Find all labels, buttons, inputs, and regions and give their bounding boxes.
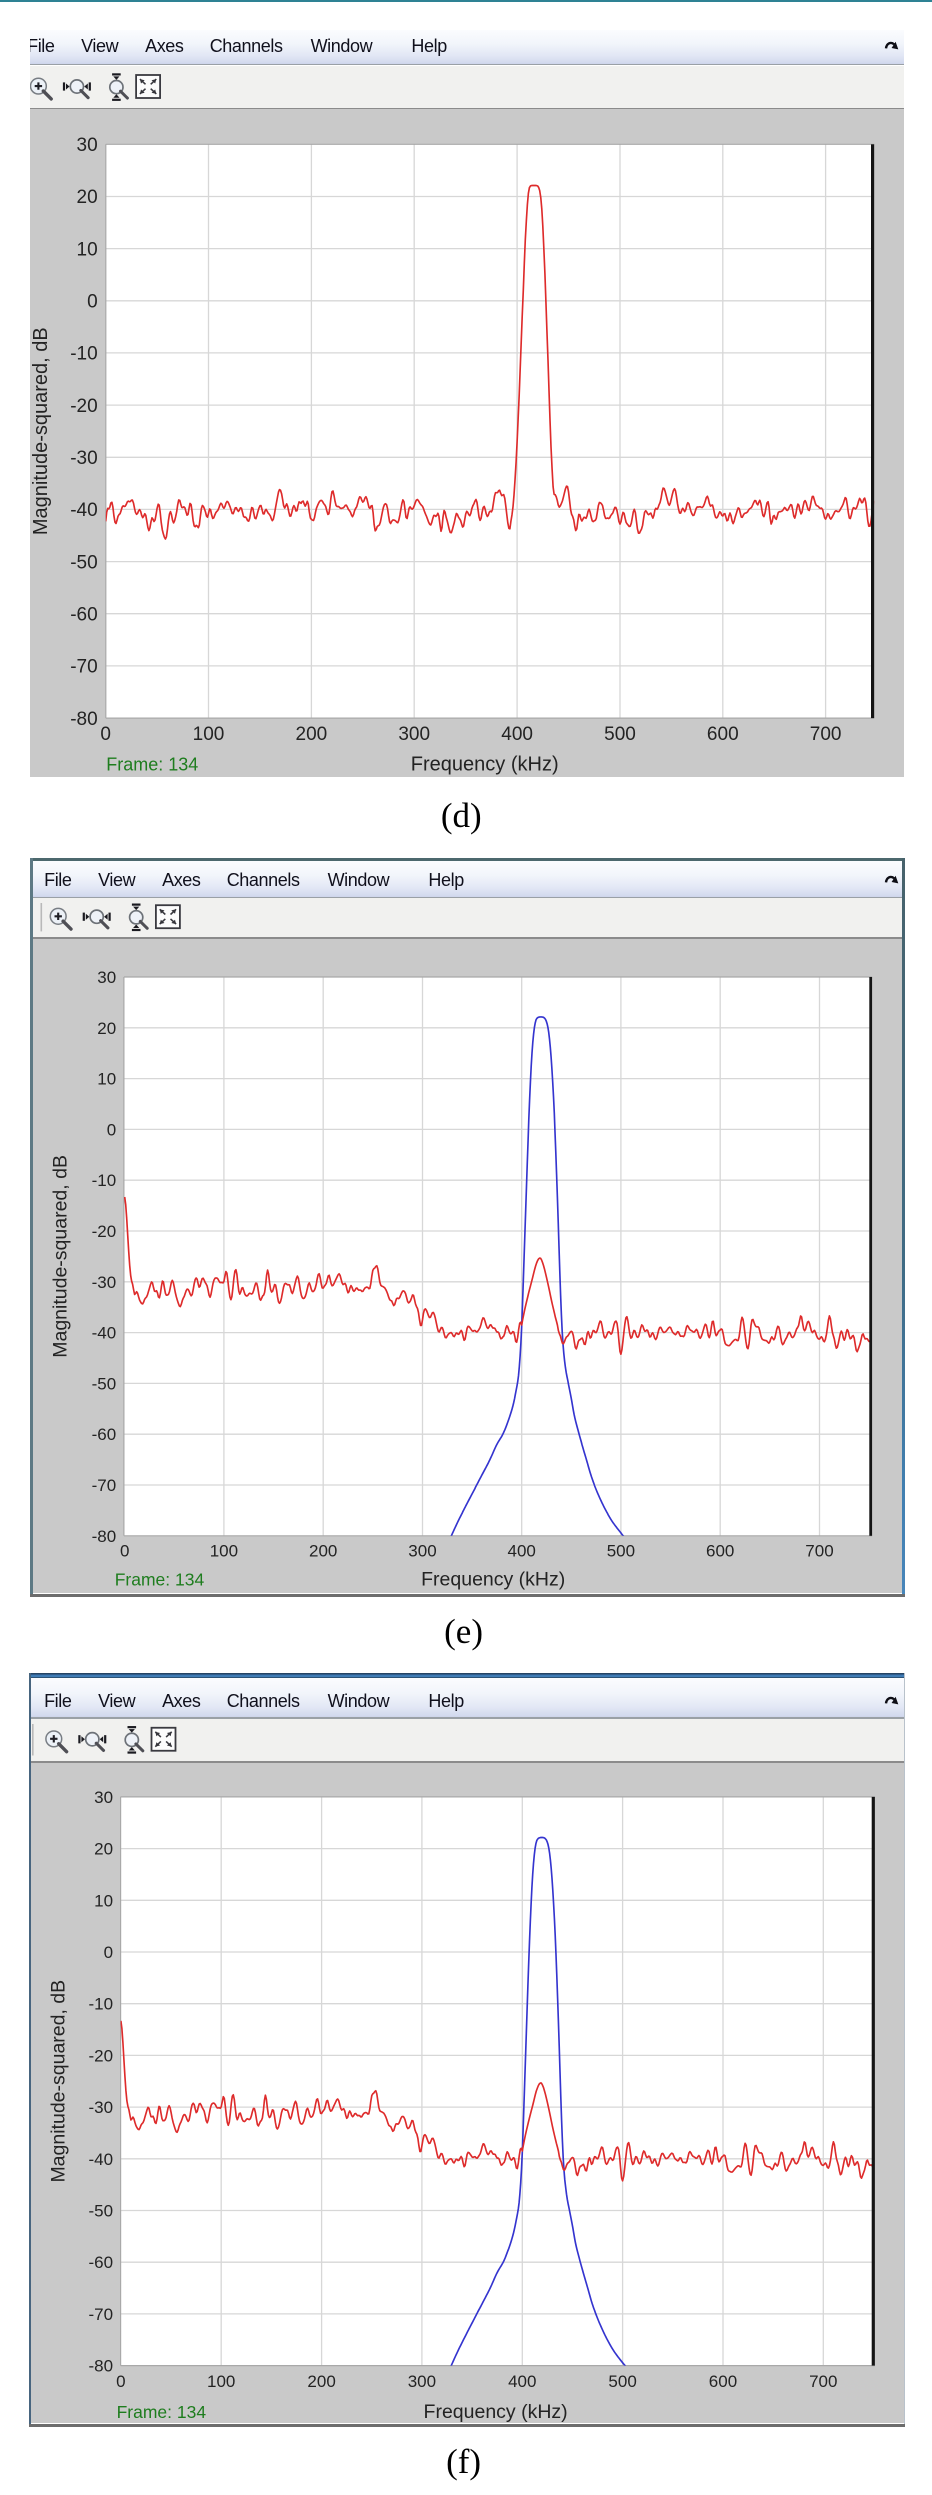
svg-text:600: 600: [706, 1541, 734, 1560]
svg-text:10: 10: [95, 1891, 114, 1910]
svg-text:200: 200: [308, 2371, 336, 2390]
svg-text:-30: -30: [70, 448, 97, 469]
svg-text:-50: -50: [89, 2201, 114, 2220]
svg-text:Frequency (kHz): Frequency (kHz): [424, 2400, 568, 2422]
svg-text:Frame: 134: Frame: 134: [106, 755, 198, 775]
svg-text:100: 100: [192, 724, 224, 745]
svg-text:500: 500: [604, 724, 636, 745]
svg-text:600: 600: [707, 724, 739, 745]
svg-text:600: 600: [709, 2371, 737, 2390]
svg-text:-60: -60: [70, 605, 97, 626]
svg-text:Frame: 134: Frame: 134: [117, 2401, 207, 2421]
svg-text:700: 700: [810, 724, 842, 745]
svg-text:700: 700: [806, 1541, 834, 1560]
svg-text:-70: -70: [89, 2304, 114, 2323]
svg-text:-10: -10: [89, 1994, 114, 2013]
svg-text:300: 300: [408, 2371, 436, 2390]
svg-text:10: 10: [76, 240, 97, 261]
svg-text:200: 200: [309, 1541, 337, 1560]
svg-text:Magnitude-squared, dB: Magnitude-squared, dB: [30, 328, 52, 536]
svg-text:-20: -20: [89, 2046, 114, 2065]
svg-text:0: 0: [87, 292, 98, 313]
svg-text:Magnitude-squared, dB: Magnitude-squared, dB: [48, 1979, 70, 2182]
svg-text:-30: -30: [89, 2098, 114, 2117]
svg-text:Frequency (kHz): Frequency (kHz): [421, 1568, 565, 1590]
svg-text:-60: -60: [89, 2253, 114, 2272]
svg-text:-80: -80: [92, 1527, 117, 1546]
svg-text:Frame: 134: Frame: 134: [115, 1569, 205, 1589]
svg-text:400: 400: [501, 724, 533, 745]
svg-text:-10: -10: [70, 344, 97, 365]
svg-text:700: 700: [810, 2371, 838, 2390]
svg-text:-50: -50: [92, 1374, 117, 1393]
svg-text:10: 10: [98, 1069, 117, 1088]
svg-text:20: 20: [76, 188, 97, 209]
svg-text:400: 400: [508, 1541, 536, 1560]
svg-text:30: 30: [95, 1787, 114, 1806]
svg-text:0: 0: [120, 1541, 129, 1560]
svg-text:-60: -60: [92, 1425, 117, 1444]
svg-text:-40: -40: [92, 1323, 117, 1342]
svg-text:-50: -50: [70, 553, 97, 574]
svg-text:500: 500: [607, 1541, 635, 1560]
svg-text:400: 400: [509, 2371, 537, 2390]
svg-text:100: 100: [207, 2371, 235, 2390]
svg-text:0: 0: [100, 724, 111, 745]
svg-text:300: 300: [398, 724, 430, 745]
svg-text:500: 500: [609, 2371, 637, 2390]
svg-text:0: 0: [117, 2371, 126, 2390]
svg-text:30: 30: [98, 968, 117, 987]
svg-text:-80: -80: [70, 709, 97, 730]
svg-text:20: 20: [98, 1019, 117, 1038]
svg-text:0: 0: [107, 1120, 116, 1139]
svg-text:-20: -20: [70, 396, 97, 417]
svg-text:-30: -30: [92, 1273, 117, 1292]
svg-text:200: 200: [295, 724, 327, 745]
svg-text:-70: -70: [92, 1476, 117, 1495]
svg-text:-20: -20: [92, 1222, 117, 1241]
svg-text:-80: -80: [89, 2356, 114, 2375]
svg-text:-40: -40: [89, 2149, 114, 2168]
svg-text:30: 30: [76, 135, 97, 156]
svg-text:0: 0: [104, 1943, 113, 1962]
svg-text:20: 20: [95, 1839, 114, 1858]
svg-text:300: 300: [409, 1541, 437, 1560]
svg-text:Magnitude-squared, dB: Magnitude-squared, dB: [50, 1155, 72, 1358]
svg-text:Frequency (kHz): Frequency (kHz): [411, 754, 559, 776]
svg-text:100: 100: [210, 1541, 238, 1560]
svg-text:-70: -70: [70, 657, 97, 678]
svg-text:-40: -40: [70, 501, 97, 522]
svg-text:-10: -10: [92, 1171, 117, 1190]
